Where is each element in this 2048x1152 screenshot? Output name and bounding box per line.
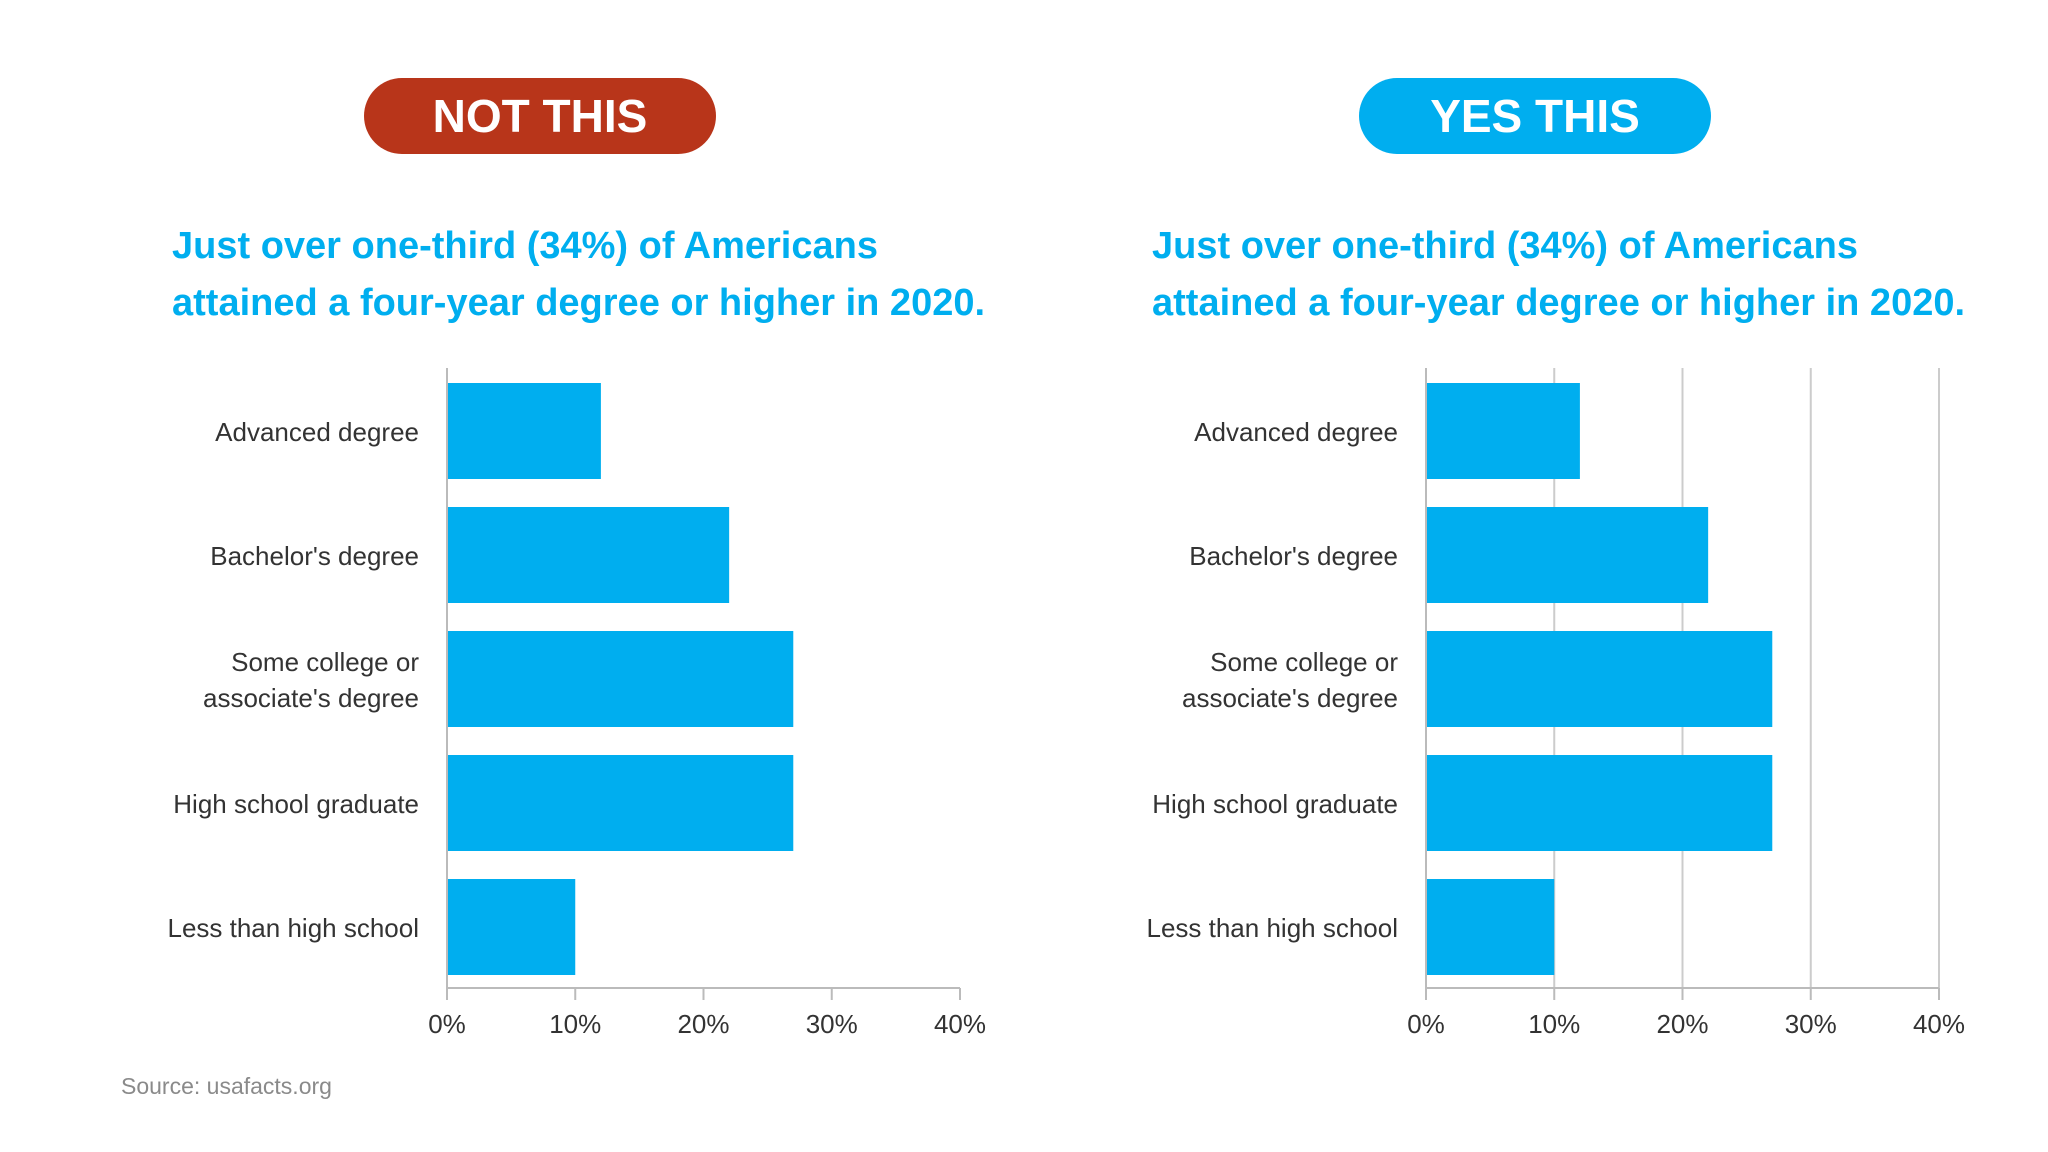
right-bar-1 xyxy=(1426,507,1709,603)
right-category-label-3: High school graduate xyxy=(1152,789,1398,819)
not-this-label: NOT THIS xyxy=(432,90,648,142)
right-bar-chart: Advanced degree Bachelor's degree Some col… xyxy=(1146,368,1965,1039)
yes-this-badge: YES THIS xyxy=(1359,78,1711,154)
left-x-tick-label-2: 20% xyxy=(677,1009,729,1039)
left-category-label-0: Advanced degree xyxy=(215,417,419,447)
left-category-label-2-line-1: associate's degree xyxy=(203,683,419,713)
left-category-label-3: High school graduate xyxy=(173,789,419,819)
right-bar-3 xyxy=(1426,755,1773,851)
left-bar-chart: Advanced degree Bachelor's degree Some col… xyxy=(167,368,986,1039)
left-bar-2 xyxy=(447,631,794,727)
right-category-label-2-line-0: Some college or xyxy=(1210,647,1398,677)
left-headline-line-1: Just over one-third (34%) of Americans xyxy=(172,225,878,267)
right-x-tick-label-2: 20% xyxy=(1656,1009,1708,1039)
right-headline-line-1: Just over one-third (34%) of Americans xyxy=(1152,225,1858,267)
source-note: Source: usafacts.org xyxy=(121,1073,332,1099)
right-x-tick-label-0: 0% xyxy=(1407,1009,1445,1039)
left-x-tick-label-1: 10% xyxy=(549,1009,601,1039)
right-bar-2 xyxy=(1426,631,1773,727)
left-bar-3 xyxy=(447,755,794,851)
right-category-label-0: Advanced degree xyxy=(1194,417,1398,447)
right-category-label-1: Bachelor's degree xyxy=(1189,541,1398,571)
left-headline-line-2: attained a four-year degree or higher in… xyxy=(172,282,986,324)
left-chart-headline: Just over one-third (34%) of Americans a… xyxy=(172,218,992,332)
left-bar-1 xyxy=(447,507,730,603)
right-x-tick-label-1: 10% xyxy=(1528,1009,1580,1039)
right-bar-0 xyxy=(1426,383,1580,479)
left-bar-4 xyxy=(447,879,576,975)
yes-this-label: YES THIS xyxy=(1430,90,1640,142)
not-this-badge: NOT THIS xyxy=(364,78,716,154)
right-category-label-2-line-1: associate's degree xyxy=(1182,683,1398,713)
right-chart-headline: Just over one-third (34%) of Americans a… xyxy=(1152,218,1972,332)
left-category-label-4: Less than high school xyxy=(167,913,419,943)
left-x-tick-label-3: 30% xyxy=(806,1009,858,1039)
right-category-label-4: Less than high school xyxy=(1146,913,1398,943)
left-bar-0 xyxy=(447,383,601,479)
right-bar-4 xyxy=(1426,879,1555,975)
right-x-tick-label-4: 40% xyxy=(1913,1009,1965,1039)
left-x-tick-label-0: 0% xyxy=(428,1009,466,1039)
left-category-label-1: Bachelor's degree xyxy=(210,541,419,571)
left-category-label-2-line-0: Some college or xyxy=(231,647,419,677)
right-x-tick-label-3: 30% xyxy=(1785,1009,1837,1039)
left-x-tick-label-4: 40% xyxy=(934,1009,986,1039)
right-headline-line-2: attained a four-year degree or higher in… xyxy=(1152,282,1966,324)
